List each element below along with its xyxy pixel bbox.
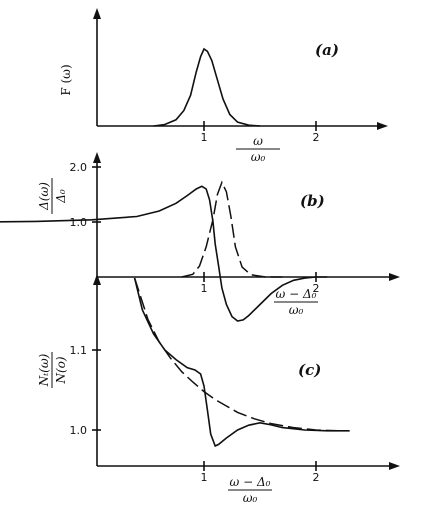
x-tick-label: 1 [201,131,208,144]
x-label-denominator: ω₀ [251,150,266,164]
x-label-numerator: ω − Δ₀ [276,287,317,301]
x-axis-arrow [389,462,400,470]
y-label: Nₜ(ω) N(o) [37,352,68,388]
x-axis-arrow [389,273,400,281]
x-tick-label: 2 [313,471,320,484]
x-label-numerator: ω − Δ₀ [230,475,271,489]
x-axis-arrow [377,122,388,130]
x-tick-label: 2 [313,131,320,144]
y-tick-label: 1.0 [70,424,88,437]
x-tick-label: 1 [201,471,208,484]
x-label-denominator: ω₀ [289,303,304,317]
x-tick-label: 2 [313,282,320,295]
panel-c: 1 2 1.0 1.1 (c) ω − Δ₀ ω₀ Nₜ(ω) N(o) [37,274,400,505]
x-label-numerator: ω [253,134,263,148]
solid-curve [133,277,350,448]
panel-a: 1 2 (a) ω ω₀ F (ω) [59,8,388,164]
y-label-numerator: Nₜ(ω) [37,353,51,387]
y-axis-arrow [93,152,101,163]
solid-curve [153,47,261,127]
y-tick-label: 1.1 [70,344,88,357]
dashed-curve [181,180,283,278]
dashed-curve [133,277,350,432]
y-label: F (ω) [59,64,73,95]
y-label: Δ(ω) Δ₀ [37,178,68,214]
panel-label: (b) [300,192,325,210]
y-axis-arrow [93,8,101,19]
y-axis-arrow [93,274,101,285]
y-tick-label: 1.0 [70,216,88,229]
panel-label: (c) [298,361,321,379]
x-label-denominator: ω₀ [243,491,258,505]
x-tick-label: 1 [201,282,208,295]
y-label-numerator: Δ(ω) [37,182,51,211]
y-tick-label: 2.0 [70,161,88,174]
y-label-denominator: N(o) [54,356,68,384]
panel-label: (a) [315,41,339,59]
panel-b: 1 2 1.0 2.0 (b) ω − Δ₀ ω₀ Δ(ω) Δ₀ [0,152,400,322]
y-label-denominator: Δ₀ [54,189,68,204]
solid-curve [0,185,328,322]
